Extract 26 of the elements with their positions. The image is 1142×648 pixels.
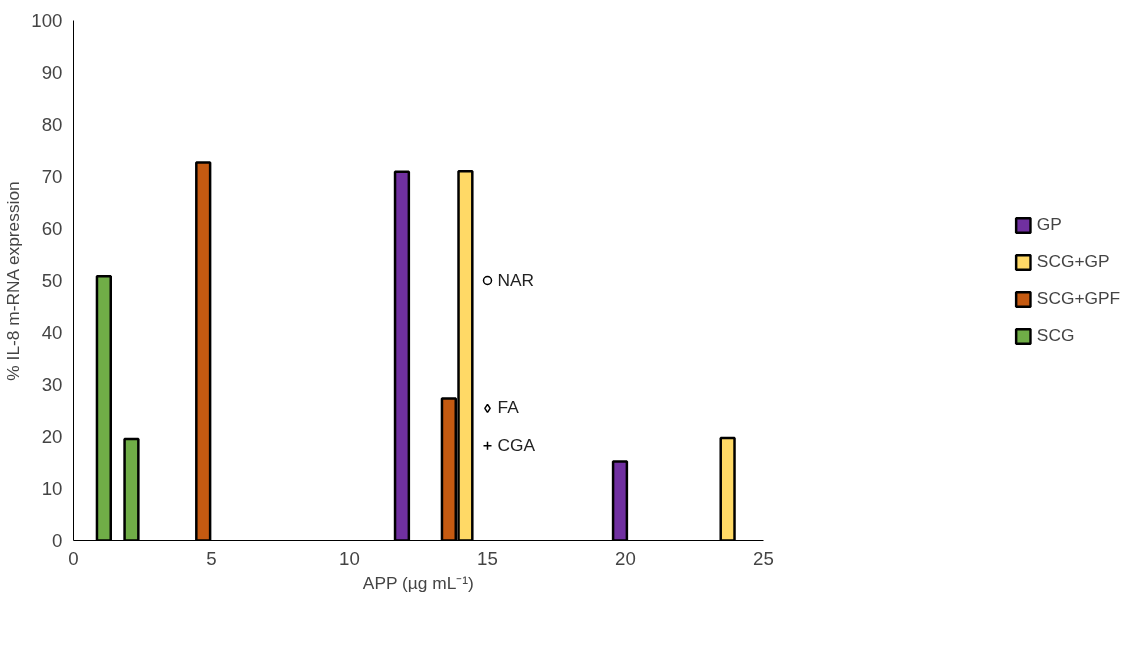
x-tick-label: 5 (206, 547, 217, 569)
x-tick-label: 20 (615, 547, 636, 569)
y-tick-label: 90 (41, 62, 63, 83)
x-tick-label: 10 (339, 547, 360, 569)
series-label: FA (497, 397, 520, 418)
y-tick-label: 70 (41, 166, 63, 187)
y-tick-label: 50 (41, 270, 63, 291)
series-label: CGA (497, 434, 536, 455)
legend-label: SCG+GP (1036, 251, 1110, 272)
y-tick-label: 60 (41, 218, 63, 239)
y-axis-title: % IL-8 m-RNA expression (3, 181, 24, 381)
y-tick-label: 80 (41, 114, 63, 135)
y-tick-label: 100 (31, 10, 63, 31)
x-axis-title: APP (µg mL⁻¹) (362, 572, 474, 593)
x-tick-label: 0 (68, 547, 79, 569)
y-tick-label: 10 (41, 478, 63, 499)
legend-label: SCG (1036, 325, 1075, 346)
y-tick-label: 30 (41, 374, 63, 395)
x-tick-label: 25 (753, 547, 774, 569)
y-tick-label: 40 (41, 322, 63, 343)
legend-label: GP (1036, 214, 1062, 235)
series-label: NAR (497, 269, 535, 290)
y-tick-label: 20 (41, 426, 63, 447)
legend-label: SCG+GPF (1036, 288, 1121, 309)
y-tick-label: 0 (52, 530, 63, 551)
x-tick-label: 15 (477, 547, 498, 569)
